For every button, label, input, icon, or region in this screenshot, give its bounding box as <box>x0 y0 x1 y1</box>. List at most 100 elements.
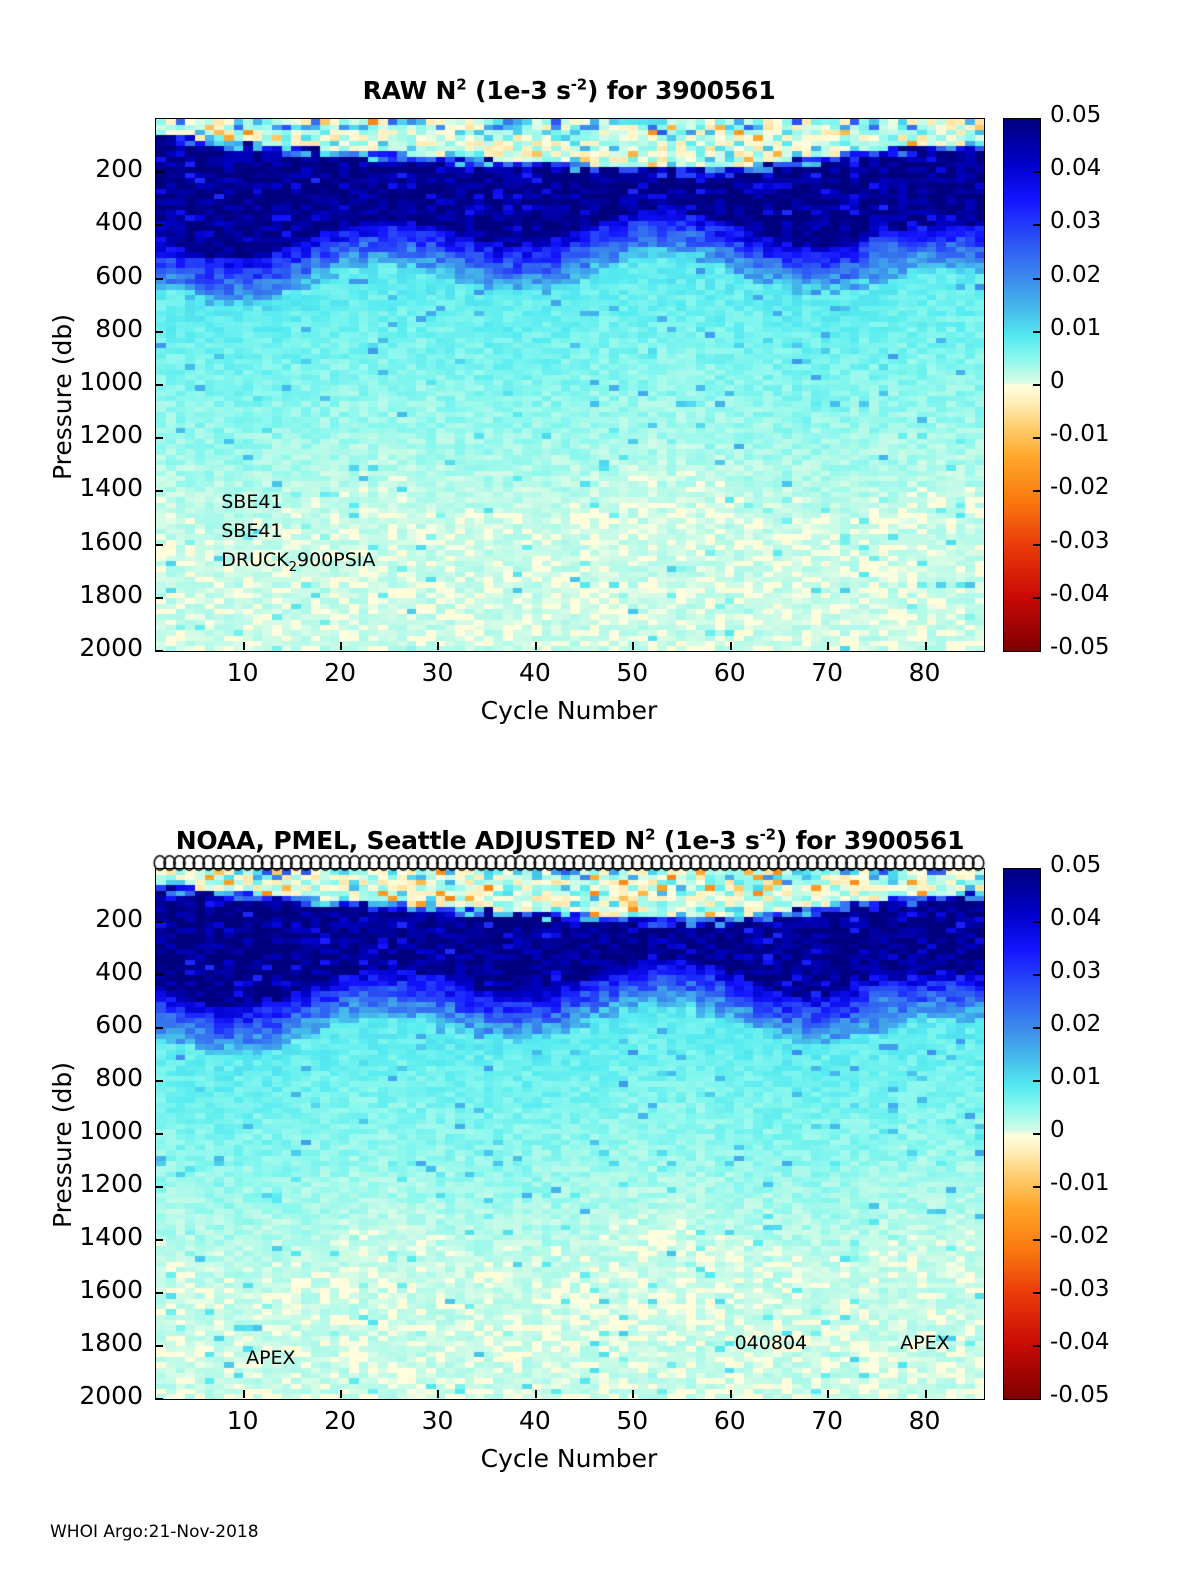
y-tick-1800: 1800 <box>79 579 143 609</box>
colorbar-tickmark-0.04 <box>1033 171 1040 174</box>
plot-title-adjusted-sup2: -2 <box>759 825 776 844</box>
x-tick-50: 50 <box>616 1406 649 1435</box>
y-tickmark-2000 <box>155 1398 163 1400</box>
colorbar-tick-0: 0 <box>1050 368 1065 394</box>
colorbar-tick--0.01: -0.01 <box>1050 421 1110 448</box>
float-type-right: APEX <box>900 1332 950 1354</box>
plot-title-raw-prefix: RAW N <box>362 76 457 105</box>
x-tick-80: 80 <box>908 658 941 687</box>
x-tick-70: 70 <box>811 1406 844 1435</box>
colorbar-tick-0.01: 0.01 <box>1050 1064 1102 1090</box>
colorbar-tick-0.05: 0.05 <box>1050 852 1102 878</box>
colorbar-tick--0.05: -0.05 <box>1050 634 1110 660</box>
x-tick-60: 60 <box>713 658 746 687</box>
x-tick-50: 50 <box>616 658 649 687</box>
colorbar-tickmark--0.02 <box>1033 490 1040 493</box>
colorbar-tick--0.02: -0.02 <box>1050 474 1110 501</box>
plot-title-raw-sup1: 2 <box>456 75 467 94</box>
plot-title-raw-sup2: -2 <box>570 75 588 94</box>
plot-title-raw: RAW N2 (1e-3 s-2) for 3900561 <box>155 76 983 105</box>
y-tick-200: 200 <box>95 904 143 933</box>
colorbar-tickmark--0.03 <box>1033 1292 1040 1294</box>
x-tickmark-30 <box>437 642 440 650</box>
sensor-model-1: SBE41 <box>221 490 283 513</box>
x-tick-40: 40 <box>518 658 551 687</box>
y-tick-2000: 2000 <box>79 1381 143 1410</box>
y-tick-800: 800 <box>95 1063 143 1092</box>
pressure-sensor-post: 900PSIA <box>296 549 376 572</box>
colorbar-tickmark--0.04 <box>1033 1345 1040 1347</box>
x-tickmark-50 <box>632 1390 635 1398</box>
colorbar-tick-0.02: 0.02 <box>1050 1011 1102 1037</box>
wmo-date-code: 040804 <box>734 1332 808 1354</box>
y-tickmark-200 <box>155 921 163 923</box>
colorbar-tickmark-0.03 <box>1033 224 1040 227</box>
colorbar-tick-0.02: 0.02 <box>1050 261 1102 288</box>
x-tick-70: 70 <box>811 658 844 687</box>
colorbar-tickmark-0.04 <box>1033 921 1040 923</box>
sensor-model-2: SBE41 <box>221 519 283 542</box>
y-tick-1000: 1000 <box>79 1116 143 1145</box>
colorbar-tick-0.04: 0.04 <box>1050 905 1102 931</box>
y-tickmark-1200 <box>155 437 163 440</box>
x-axis-label-adjusted: Cycle Number <box>480 1444 658 1473</box>
colorbar-tickmark-0 <box>1033 384 1040 386</box>
y-tickmark-1200 <box>155 1186 163 1188</box>
colorbar-tick-0.03: 0.03 <box>1050 958 1102 984</box>
heatmap-axes-adjusted[interactable] <box>155 868 985 1400</box>
y-tickmark-1800 <box>155 596 163 599</box>
y-tickmark-1000 <box>155 1133 163 1135</box>
plot-title-raw-mid: (1e-3 s <box>466 76 571 105</box>
colorbar-tickmark-0.01 <box>1033 330 1040 333</box>
x-tickmark-70 <box>827 642 830 650</box>
x-tick-80: 80 <box>908 1406 941 1435</box>
y-tickmark-1800 <box>155 1345 163 1347</box>
colorbar-tick-0.03: 0.03 <box>1050 208 1102 235</box>
y-tick-1400: 1400 <box>79 1222 143 1251</box>
y-tick-1200: 1200 <box>79 420 143 450</box>
y-tickmark-1400 <box>155 490 163 493</box>
x-tickmark-20 <box>340 1390 343 1398</box>
colorbar-tick-0.05: 0.05 <box>1050 102 1102 128</box>
x-tick-20: 20 <box>324 1406 356 1435</box>
y-tick-800: 800 <box>95 313 143 343</box>
y-tick-200: 200 <box>95 154 143 184</box>
pressure-sensor-sub: 2 <box>288 560 297 576</box>
x-tickmark-60 <box>729 642 732 650</box>
colorbar-tickmark-0.01 <box>1033 1080 1040 1082</box>
colorbar-tick--0.02: -0.02 <box>1050 1223 1110 1249</box>
x-tickmark-80 <box>924 1390 927 1398</box>
plot-title-raw-suffix: ) for 3900561 <box>587 76 776 105</box>
x-tick-10: 10 <box>226 1406 259 1435</box>
colorbar-tick-0: 0 <box>1050 1117 1065 1143</box>
colorbar-tick--0.04: -0.04 <box>1050 580 1110 607</box>
y-tick-400: 400 <box>95 957 143 986</box>
colorbar-tick--0.01: -0.01 <box>1050 1170 1110 1196</box>
heatmap-canvas-raw <box>156 119 984 651</box>
x-tickmark-40 <box>534 642 537 650</box>
y-tick-600: 600 <box>95 1010 143 1039</box>
y-tick-1600: 1600 <box>79 1275 143 1304</box>
x-tick-30: 30 <box>421 1406 454 1435</box>
x-tick-10: 10 <box>226 658 259 687</box>
x-tickmark-50 <box>632 642 635 650</box>
pressure-sensor-pre: DRUCK <box>221 549 289 572</box>
x-axis-label-raw: Cycle Number <box>480 696 658 725</box>
x-tickmark-60 <box>729 1390 732 1398</box>
colorbar-tick--0.04: -0.04 <box>1050 1329 1110 1355</box>
x-tick-60: 60 <box>713 1406 746 1435</box>
colorbar-tick--0.03: -0.03 <box>1050 1276 1110 1302</box>
colorbar-tickmark--0.01 <box>1033 1186 1040 1188</box>
heatmap-axes-raw[interactable] <box>155 118 985 652</box>
y-tick-600: 600 <box>95 260 143 290</box>
y-tick-1600: 1600 <box>79 526 143 556</box>
y-tick-1400: 1400 <box>79 473 143 503</box>
x-tickmark-20 <box>340 642 343 650</box>
colorbar-tickmark-0 <box>1033 1133 1040 1135</box>
colorbar-tickmark--0.04 <box>1033 596 1040 599</box>
colorbar-tick-0.04: 0.04 <box>1050 155 1102 182</box>
y-tickmark-800 <box>155 1080 163 1082</box>
y-tickmark-1400 <box>155 1239 163 1241</box>
cycle-marker-row[interactable] <box>150 850 1010 876</box>
pressure-sensor: DRUCK2900PSIA <box>221 549 376 574</box>
